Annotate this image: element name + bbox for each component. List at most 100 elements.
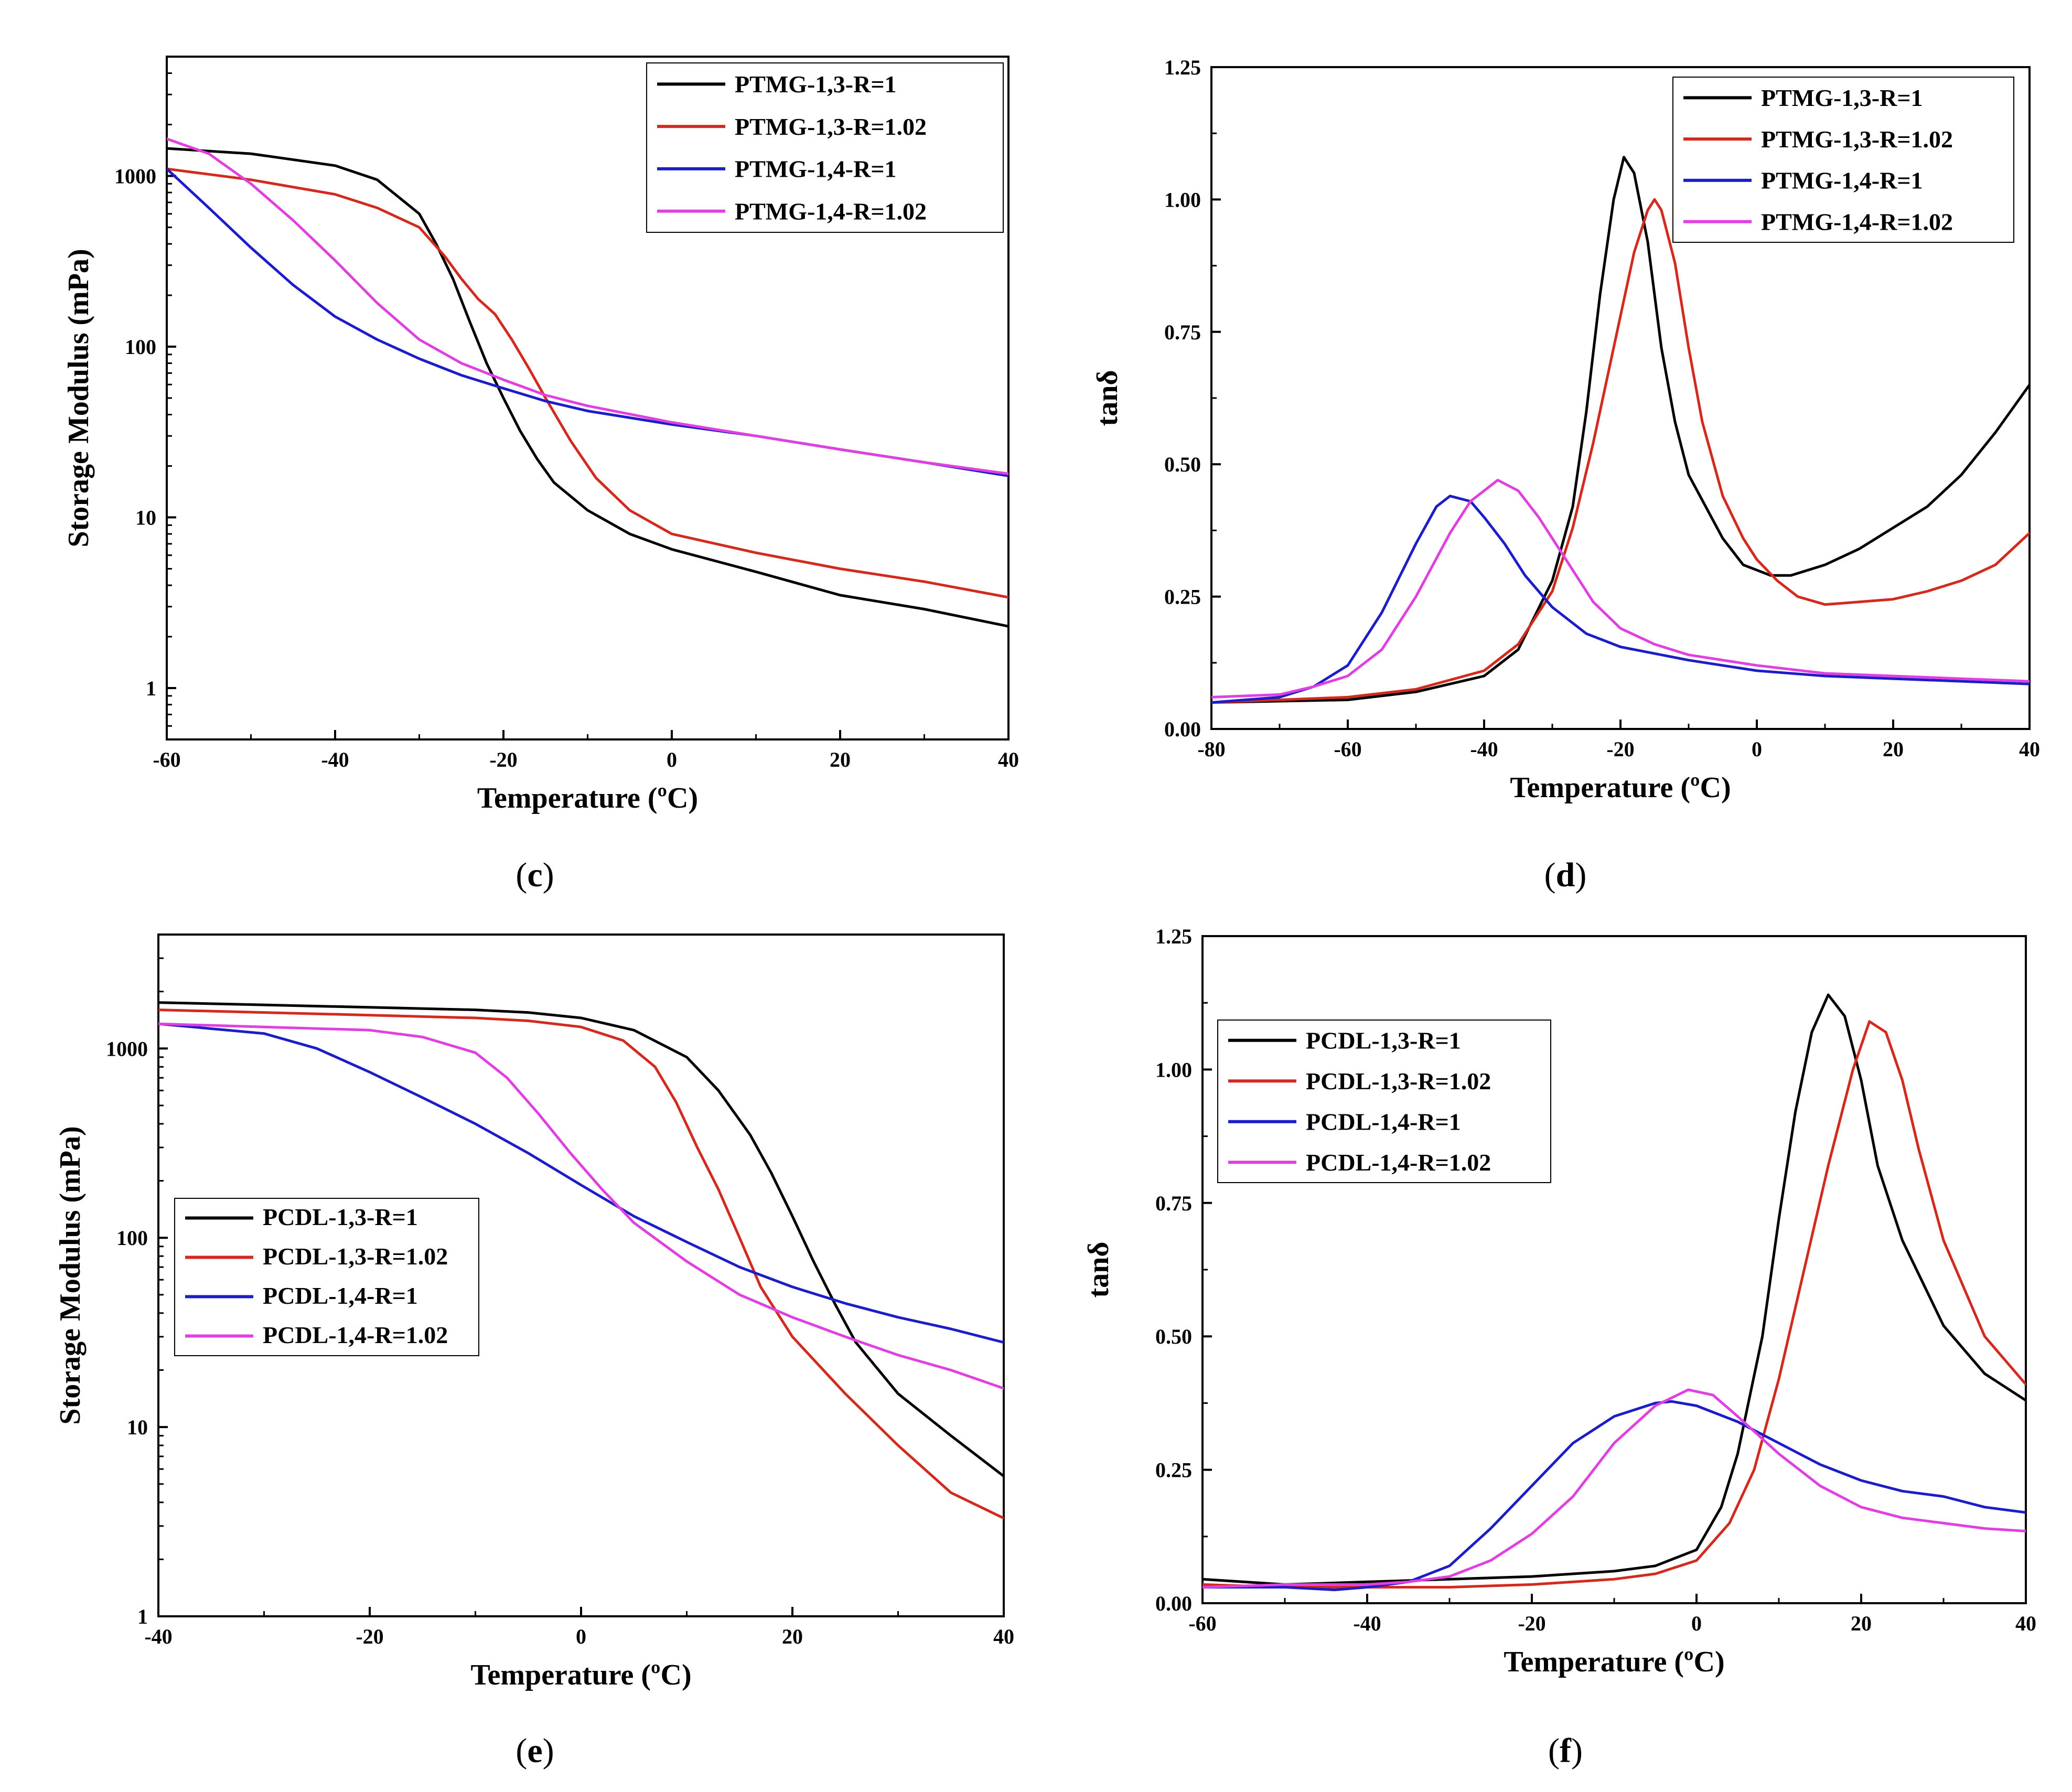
legend-box-f [1217, 1020, 1551, 1183]
panel-label-close-f: ) [1571, 1732, 1583, 1770]
panel-label-close-c: ) [543, 856, 554, 894]
x-tick-label-f: -20 [1518, 1612, 1545, 1635]
x-tick-label-f: 40 [2015, 1612, 2036, 1635]
x-tick-label-d: 0 [1752, 737, 1762, 761]
y-tick-label-e: 1000 [106, 1037, 148, 1060]
panel-label-f: (f) [1548, 1732, 1583, 1770]
y-tick-label-c: 100 [125, 335, 156, 359]
x-tick-label-d: -40 [1470, 737, 1498, 761]
y-axis-title-c: Storage Modulus (mPa) [62, 249, 95, 547]
x-tick-label-c: 20 [830, 748, 851, 771]
y-tick-label-d: 0.50 [1164, 453, 1201, 476]
legend-box-d [1672, 77, 2014, 243]
x-axis-title-e: Temperature (ºC) [470, 1659, 691, 1691]
series-line-c-1 [167, 147, 1008, 628]
x-tick-label-c: -20 [489, 748, 517, 771]
panel-label-d: (d) [1544, 856, 1587, 894]
panel-label-open-e: ( [516, 1732, 527, 1770]
legend-label-d-2: PTMG-1,3-R=1.02 [1761, 126, 1953, 153]
legend-label-f-3: PCDL-1,4-R=1 [1306, 1108, 1461, 1135]
y-tick-label-f: 0.75 [1155, 1192, 1192, 1215]
y-tick-label-f: 1.25 [1155, 925, 1192, 948]
y-tick-label-c: 1000 [114, 165, 156, 188]
x-tick-label-e: 20 [782, 1625, 803, 1648]
y-tick-label-f: 0.00 [1155, 1592, 1192, 1615]
legend-label-f-4: PCDL-1,4-R=1.02 [1306, 1149, 1491, 1176]
y-axis-title-f: tanδ [1082, 1242, 1115, 1298]
legend-label-d-3: PTMG-1,4-R=1 [1761, 167, 1923, 194]
legend-label-e-3: PCDL-1,4-R=1 [263, 1282, 418, 1309]
chart-d: -80 -60 -40 -20 0 20 40 0.00 0.25 0.50 0.75 1.00 1.2… [1091, 56, 2040, 894]
x-tick-label-d: -20 [1606, 737, 1634, 761]
x-tick-label-f: -40 [1353, 1612, 1381, 1635]
x-tick-label-c: -40 [321, 748, 349, 771]
panel-label-open-c: ( [516, 856, 527, 894]
x-tick-label-d: 20 [1883, 737, 1904, 761]
panel-label-letter-c: c [527, 856, 542, 894]
series-line-c-4 [167, 137, 1008, 475]
legend-label-c-1: PTMG-1,3-R=1 [735, 71, 897, 98]
series-line-e-4 [158, 1022, 1004, 1390]
y-tick-label-d: 1.25 [1164, 56, 1201, 79]
x-tick-label-c: -60 [153, 748, 180, 771]
legend-label-f-1: PCDL-1,3-R=1 [1306, 1027, 1461, 1054]
y-tick-label-e: 1 [137, 1605, 148, 1628]
x-tick-label-d: -80 [1197, 737, 1225, 761]
panel-label-close-e: ) [543, 1732, 554, 1770]
legend-box-e [174, 1198, 479, 1356]
y-tick-label-f: 0.25 [1155, 1458, 1192, 1482]
series-line-e-1 [158, 1001, 1004, 1478]
legend-label-d-1: PTMG-1,3-R=1 [1761, 84, 1923, 111]
panel-label-close-d: ) [1575, 856, 1586, 894]
x-tick-label-f: 20 [1851, 1612, 1872, 1635]
x-tick-label-e: -20 [356, 1625, 383, 1648]
y-tick-label-e: 100 [116, 1226, 148, 1250]
panel-label-open-d: ( [1544, 856, 1556, 894]
y-tick-label-f: 1.00 [1155, 1058, 1192, 1081]
series-line-f-1 [1203, 993, 2026, 1586]
panel-label-letter-e: e [527, 1732, 542, 1770]
x-tick-label-f: -60 [1188, 1612, 1216, 1635]
legend-label-e-2: PCDL-1,3-R=1.02 [263, 1243, 448, 1270]
panel-label-letter-f: f [1560, 1732, 1572, 1770]
y-axis-title-e: Storage Modulus (mPa) [54, 1126, 87, 1424]
panel-label-letter-d: d [1556, 856, 1575, 894]
series-line-d-1 [1211, 156, 2030, 704]
panel-label-e: (e) [516, 1732, 554, 1770]
legend-label-d-4: PTMG-1,4-R=1.02 [1761, 208, 1953, 235]
y-axis-title-d: tanδ [1091, 370, 1124, 426]
legend-label-e-1: PCDL-1,3-R=1 [263, 1204, 418, 1230]
x-tick-label-e: -40 [144, 1625, 172, 1648]
x-tick-label-c: 0 [667, 748, 677, 771]
series-line-d-3 [1211, 495, 2030, 704]
series-line-e-3 [158, 1022, 1004, 1344]
x-tick-label-e: 0 [576, 1625, 586, 1648]
y-tick-label-f: 0.50 [1155, 1325, 1192, 1348]
chart-e: -40 -20 0 20 40 1 10 100 1000 Temperature (ºC) Sto… [54, 933, 1014, 1770]
legend-label-f-2: PCDL-1,3-R=1.02 [1306, 1068, 1491, 1094]
legend-label-c-3: PTMG-1,4-R=1 [735, 156, 897, 183]
legend-label-c-4: PTMG-1,4-R=1.02 [735, 198, 927, 224]
x-axis-title-f: Temperature (ºC) [1504, 1646, 1724, 1678]
legend-box-c [646, 62, 1004, 233]
panel-label-open-f: ( [1548, 1732, 1560, 1770]
y-tick-label-d: 0.25 [1164, 585, 1201, 609]
legend-label-c-2: PTMG-1,3-R=1.02 [735, 113, 927, 140]
y-tick-label-c: 1 [146, 677, 156, 700]
series-line-f-3 [1203, 1400, 2026, 1592]
panel-label-c: (c) [516, 856, 554, 894]
series-line-c-2 [167, 167, 1008, 599]
y-tick-label-d: 0.00 [1164, 717, 1201, 741]
x-tick-label-d: -60 [1334, 737, 1361, 761]
x-tick-label-f: 0 [1691, 1612, 1702, 1635]
x-axis-title-c: Temperature (ºC) [477, 782, 698, 814]
chart-c: -60 -40 -20 0 20 40 1 10 100 1000 Temperature (ºC)… [62, 56, 1019, 894]
x-tick-label-c: 40 [998, 748, 1019, 771]
x-axis-title-d: Temperature (ºC) [1510, 771, 1731, 804]
series-line-e-2 [158, 1008, 1004, 1520]
series-line-d-2 [1211, 198, 2030, 704]
legend-label-e-4: PCDL-1,4-R=1.02 [263, 1322, 448, 1348]
chart-f: -60 -40 -20 0 20 40 0.00 0.25 0.50 0.75 1.00 1.25 Te… [1082, 925, 2036, 1770]
series-line-d-4 [1211, 479, 2030, 699]
